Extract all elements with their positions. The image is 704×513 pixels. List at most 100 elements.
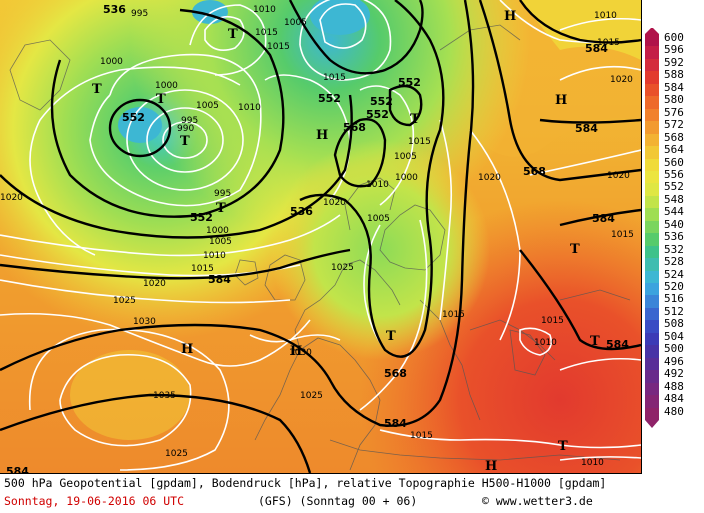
legend-row: 532: [642, 243, 704, 259]
pressure-label: 995: [214, 189, 231, 199]
legend-arrow-bottom: [645, 419, 659, 428]
legend-label: 520: [664, 280, 684, 293]
legend-swatch: [645, 332, 659, 346]
legend-row: 496: [642, 354, 704, 371]
model-run: (GFS) (Sonntag 00 + 06): [258, 494, 418, 508]
legend-row: 548: [642, 192, 704, 209]
low-marker: T: [386, 329, 396, 344]
legend-swatch: [645, 382, 659, 396]
geopotential-contours: [0, 0, 641, 473]
legend-label: 512: [664, 304, 684, 318]
high-marker: H: [316, 128, 328, 143]
geo-label: 552: [318, 92, 341, 105]
pressure-label: 1015: [410, 431, 433, 441]
isobars: [0, 0, 641, 470]
legend-label: 536: [664, 230, 684, 244]
pressure-label: 995: [131, 9, 148, 19]
geo-label: 584: [575, 122, 598, 135]
legend-swatch: [645, 146, 659, 159]
pressure-label: 1025: [165, 449, 188, 459]
high-marker: H: [181, 342, 193, 357]
pressure-centers: T T T H T T T H H H T T T T H H: [92, 9, 600, 473]
legend-row: 564: [642, 143, 704, 159]
pressure-label: 1015: [442, 310, 465, 320]
legend-label: 488: [664, 379, 684, 393]
legend-row: 556: [642, 168, 704, 184]
pressure-label: 1000: [395, 173, 418, 183]
legend-row: 540: [642, 218, 704, 234]
geo-label: 568: [384, 367, 407, 380]
legend-label: 500: [664, 342, 684, 356]
legend-row: 524: [642, 268, 704, 284]
legend-swatch: [645, 58, 659, 72]
pressure-label: 1025: [113, 296, 136, 306]
legend-label: 564: [664, 143, 684, 157]
geo-label: 584: [6, 465, 29, 473]
legend-row: 552: [642, 180, 704, 197]
legend-swatch: [645, 395, 659, 408]
pressure-label: 1020: [143, 279, 166, 289]
legend-label: 592: [664, 55, 684, 69]
legend-row: 488: [642, 379, 704, 396]
legend-label: 548: [664, 192, 684, 206]
weather-map: 536 552 552 552 552 552 568 552 536 584 …: [0, 0, 642, 474]
pressure-label: 1020: [607, 171, 630, 181]
legend-row: 484: [642, 393, 704, 408]
legend-swatch: [645, 183, 659, 197]
pressure-label: 1010: [203, 251, 226, 261]
legend-label: 568: [664, 130, 684, 144]
geo-label: 584: [606, 338, 629, 351]
legend-swatch: [645, 258, 659, 272]
legend-row: 508: [642, 318, 704, 334]
legend-swatch: [645, 96, 659, 110]
legend-row: 492: [642, 368, 704, 384]
coastlines: [9, 24, 631, 471]
legend-label: 580: [664, 93, 684, 107]
pressure-label: 1010: [581, 458, 604, 468]
pressure-labels: 995 1010 1005 1015 1000 1015 1015 1010 1…: [0, 5, 634, 468]
legend-row: 588: [642, 68, 704, 85]
pressure-label: 1030: [289, 348, 312, 358]
pressure-label: 1015: [267, 42, 290, 52]
credit-link[interactable]: © www.wetter3.de: [482, 494, 593, 508]
legend-label: 576: [664, 105, 684, 119]
legend-swatch: [645, 108, 659, 122]
legend-label: 588: [664, 68, 684, 82]
pressure-label: 1015: [191, 264, 214, 274]
low-marker: T: [156, 92, 166, 107]
pressure-label: 1000: [100, 57, 123, 67]
geo-label: 584: [208, 273, 231, 286]
pressure-label: 1020: [323, 198, 346, 208]
pressure-label: 1025: [331, 263, 354, 273]
legend-swatch: [645, 133, 659, 147]
anticyclone-warm-core: [70, 350, 190, 440]
pressure-label: 1005: [284, 18, 307, 28]
geo-label: 552: [190, 211, 213, 224]
map-description: 500 hPa Geopotential [gpdam], Bodendruck…: [4, 476, 607, 490]
high-marker: H: [485, 459, 497, 473]
legend-label: 496: [664, 354, 684, 368]
legend-row: 512: [642, 304, 704, 321]
pressure-label: 1000: [155, 81, 178, 91]
legend-row: 516: [642, 293, 704, 309]
pressure-label: 1005: [196, 101, 219, 111]
legend-swatch: [645, 121, 659, 135]
pressure-label: 1015: [541, 316, 564, 326]
legend-swatch: [645, 233, 659, 247]
legend-label: 584: [664, 80, 684, 94]
legend-row: 544: [642, 206, 704, 222]
legend-row: 592: [642, 55, 704, 72]
legend-swatch: [645, 158, 659, 172]
pressure-label: 1015: [597, 38, 620, 48]
legend-swatch: [645, 370, 659, 384]
pressure-label: 990: [177, 124, 194, 134]
legend-label: 552: [664, 180, 684, 194]
legend-swatch: [645, 83, 659, 97]
pressure-label: 995: [181, 116, 198, 126]
legend-row: 584: [642, 80, 704, 97]
legend-swatch: [645, 71, 659, 85]
pressure-label: 1020: [610, 75, 633, 85]
high-marker: H: [290, 344, 302, 359]
legend-swatch: [645, 34, 659, 47]
pressure-label: 1020: [0, 193, 23, 203]
